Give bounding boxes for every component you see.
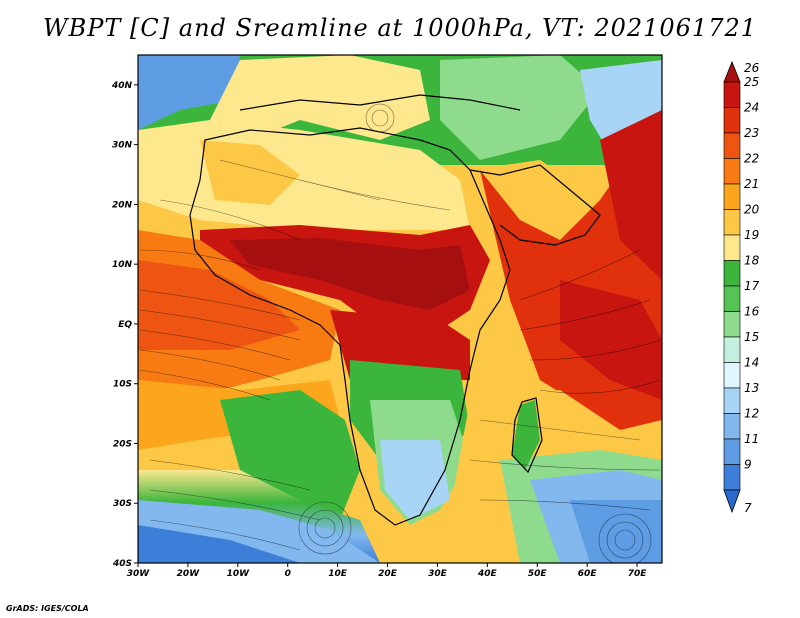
colorbar-swatch: [723, 260, 741, 287]
colorbar-swatch: [723, 183, 741, 210]
colorbar-label: 9: [744, 458, 752, 472]
colorbar-swatch: [723, 132, 741, 159]
footer-credit: GrADS: IGES/COLA: [6, 604, 89, 613]
colorbar-label: 19: [744, 228, 759, 242]
lon-tick-label: 10E: [328, 569, 348, 579]
lon-tick-label: 70E: [628, 569, 648, 579]
colorbar-label: 11: [744, 432, 759, 446]
colorbar-label: 17: [744, 279, 760, 293]
lon-tick-label: 20E: [378, 569, 398, 579]
colorbar-min-arrow: [723, 489, 741, 514]
plot-title: WBPT [C] and Sreamline at 1000hPa, VT: 2…: [42, 14, 758, 42]
colorbar-swatch: [723, 438, 741, 465]
colorbar-label: 26: [744, 61, 760, 75]
colorbar-label: 20: [744, 203, 760, 217]
colorbar-label: 25: [744, 75, 759, 89]
colorbar-swatch: [723, 107, 741, 134]
colorbar-swatch: [723, 234, 741, 261]
colorbar-label: 7: [744, 501, 752, 515]
colorbar-label: 22: [744, 152, 759, 166]
lon-tick-label: 40E: [477, 569, 498, 579]
colorbar-swatch: [723, 285, 741, 312]
lat-tick-label: 20N: [112, 200, 133, 210]
lat-tick-label: 30S: [113, 499, 132, 509]
colorbar-swatch: [723, 158, 741, 185]
lat-tick-label: 30N: [112, 141, 133, 151]
colorbar-swatch: [723, 413, 741, 440]
lat-tick-label: 10S: [113, 380, 132, 390]
colorbar-label: 13: [744, 381, 759, 395]
colorbar-max-arrow: [723, 60, 741, 83]
colorbar-label: 14: [744, 356, 759, 370]
lat-tick-label: 40N: [111, 81, 133, 91]
colorbar-swatch: [723, 336, 741, 363]
colorbar-label: 15: [744, 330, 759, 344]
colorbar-label: 23: [744, 126, 759, 140]
colorbar-swatch: [723, 464, 741, 491]
colorbar-label: 18: [744, 254, 760, 268]
streamlines: [139, 103, 661, 563]
lat-tick-label: 20S: [113, 439, 132, 449]
lon-tick-label: 60E: [578, 569, 598, 579]
latitude-axis: 40N 30N 20N 10N EQ 10S 20S 30S 40S: [111, 81, 138, 569]
colorbar-swatch: [723, 362, 741, 389]
longitude-axis: 30W 20W 10W 0 10E 20E 30E 40E 50E 60E 70E: [127, 563, 647, 579]
colorbar-label: 21: [744, 177, 759, 191]
lon-tick-label: 50E: [528, 569, 548, 579]
coastlines: [189, 94, 601, 526]
lon-tick-label: 0: [285, 569, 291, 579]
colorbar-swatch: [723, 81, 741, 108]
lon-tick-label: 10W: [227, 569, 251, 579]
lat-tick-label: 10N: [112, 260, 133, 270]
lat-tick-label: 40S: [112, 559, 132, 569]
map-frame: [137, 54, 663, 564]
wbpt-field: [138, 55, 662, 563]
colorbar-swatch: [723, 209, 741, 236]
colorbar-swatch: [723, 387, 741, 414]
colorbar-label: 12: [744, 407, 759, 421]
lat-tick-label: EQ: [118, 320, 132, 330]
colorbar-label: 16: [744, 305, 760, 319]
lon-tick-label: 20W: [177, 569, 201, 579]
lon-tick-label: 30W: [127, 569, 151, 579]
colorbar-label: 24: [744, 101, 759, 115]
lon-tick-label: 30E: [428, 569, 448, 579]
colorbar-swatch: [723, 311, 741, 338]
